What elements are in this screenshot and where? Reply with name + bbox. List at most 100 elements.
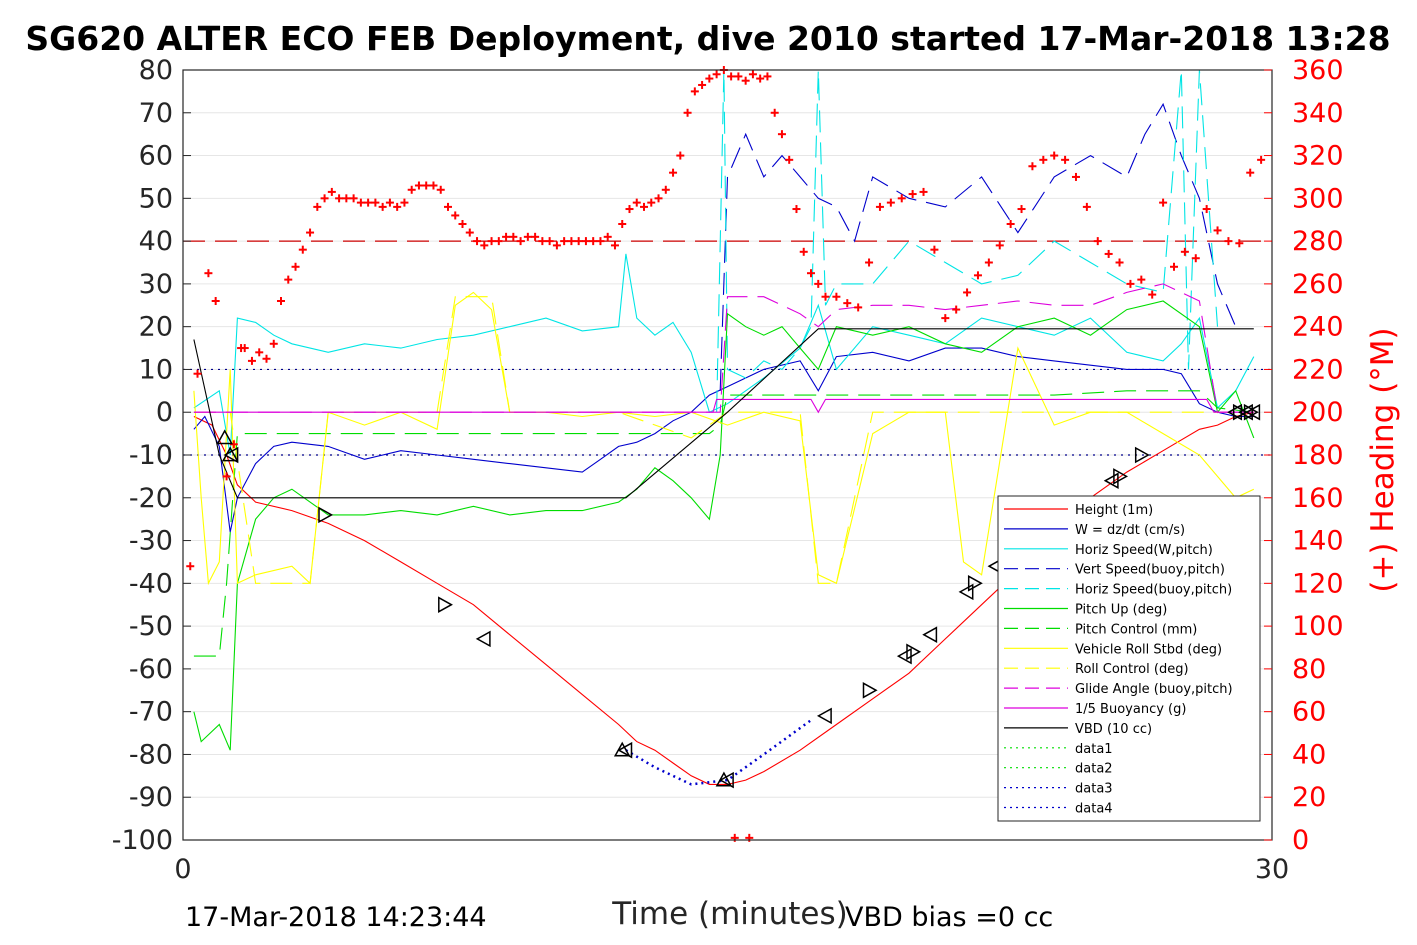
series-line-8 [193, 291, 1255, 586]
right-tick-label: 140 [1292, 526, 1344, 557]
heading-point [596, 237, 605, 246]
heading-point [1159, 198, 1168, 207]
y-tick-label: 50 [139, 183, 173, 214]
y-tick-label: -40 [129, 568, 173, 599]
heading-point [843, 299, 852, 308]
y-tick-label: -50 [129, 611, 173, 642]
heading-point [255, 348, 264, 357]
heading-point [618, 220, 627, 228]
heading-point [284, 275, 293, 284]
heading-point [1257, 155, 1266, 164]
y-tick-label: 30 [139, 269, 173, 300]
right-tick-label: 340 [1292, 98, 1344, 129]
heading-point [229, 440, 238, 449]
heading-point [952, 305, 961, 314]
heading-point [356, 198, 365, 207]
heading-point [1006, 220, 1015, 228]
series-line-4 [719, 102, 1237, 391]
dive-marker [967, 575, 983, 592]
heading-point [1104, 249, 1113, 258]
heading-point [610, 241, 619, 250]
heading-point [186, 562, 195, 571]
legend-entry: data2 [1004, 762, 1113, 777]
dive-marker [816, 707, 832, 725]
x-axis-label: Time (minutes) [611, 896, 847, 932]
legend-label: Glide Angle (buoy,pitch) [1075, 682, 1233, 697]
heading-point [854, 303, 863, 312]
heading-point [734, 72, 743, 81]
heading-point [908, 190, 917, 199]
right-tick-label: 240 [1292, 312, 1344, 343]
heading-point [676, 151, 685, 160]
heading-point [661, 185, 670, 194]
heading-point [806, 269, 815, 278]
heading-point [581, 237, 590, 246]
heading-point [458, 220, 467, 228]
legend-label: Vehicle Roll Stbd (deg) [1075, 642, 1222, 657]
heading-point [545, 237, 554, 246]
heading-point [941, 314, 950, 323]
dive-marker [922, 626, 938, 643]
heading-point [763, 72, 772, 81]
heading-point [1071, 172, 1080, 181]
heading-point [494, 237, 503, 246]
dive-marker [438, 596, 453, 613]
dive-marker [1232, 403, 1248, 421]
y-tick-label: 60 [139, 141, 173, 172]
heading-point [538, 237, 547, 246]
dive-marker [475, 630, 491, 648]
y-tick-label: -70 [129, 697, 173, 728]
dive-marker [1113, 468, 1129, 485]
heading-point [378, 202, 387, 211]
heading-point [516, 237, 525, 246]
right-tick-label: 120 [1292, 568, 1344, 599]
heading-point [1061, 155, 1070, 164]
legend-entry: Height (1m) [1004, 503, 1153, 518]
left-axis-ticks: 80 70 60 50 40 30 20 10 0 -10 -20 -30 -40 -50 -60 -70 -8… [112, 55, 191, 856]
heading-point [821, 292, 830, 301]
heading-point [625, 205, 634, 214]
heading-point [400, 198, 409, 207]
heading-point [298, 245, 307, 254]
heading-point [204, 269, 213, 278]
heading-point [502, 232, 511, 241]
chart-title: SG620 ALTER ECO FEB Deployment, dive 201… [25, 19, 1390, 58]
right-tick-label: 220 [1292, 354, 1344, 385]
legend-label: Vert Speed(buoy,pitch) [1075, 563, 1225, 578]
y-tick-label: -30 [129, 526, 173, 557]
heading-point [919, 187, 928, 196]
dive-marker [1134, 446, 1150, 464]
right-tick-label: 40 [1292, 739, 1326, 770]
y-tick-label: 20 [139, 312, 173, 343]
heading-point [306, 228, 315, 237]
legend-label: VBD (10 cc) [1075, 722, 1152, 737]
right-tick-label: 60 [1292, 697, 1326, 728]
right-tick-label: 20 [1292, 782, 1326, 813]
legend-entry: Horiz Speed(buoy,pitch) [1004, 583, 1232, 598]
heading-point [748, 70, 757, 79]
right-tick-label: 320 [1292, 141, 1344, 172]
y-tick-label: -60 [129, 654, 173, 685]
heading-point [995, 241, 1004, 250]
heading-point [552, 241, 561, 250]
heading-point [313, 202, 322, 211]
dive-marker [223, 446, 239, 464]
heading-point [1169, 262, 1178, 271]
heading-point [1202, 205, 1211, 214]
heading-point [741, 76, 750, 85]
heading-point [342, 194, 351, 203]
legend-label: data3 [1075, 782, 1113, 797]
heading-point [465, 228, 474, 237]
dive-marker [617, 741, 633, 759]
heading-point [886, 198, 895, 207]
heading-point [865, 258, 874, 267]
heading-point [414, 181, 423, 190]
right-tick-label: 160 [1292, 483, 1344, 514]
heading-point [277, 297, 286, 305]
heading-point [603, 232, 612, 241]
dive-marker [718, 771, 734, 789]
legend-entry: Vehicle Roll Stbd (deg) [1004, 642, 1222, 657]
right-axis-label: (+) Heading (°M) [1365, 327, 1401, 592]
right-tick-label: 200 [1292, 397, 1344, 428]
heading-point [436, 185, 445, 194]
